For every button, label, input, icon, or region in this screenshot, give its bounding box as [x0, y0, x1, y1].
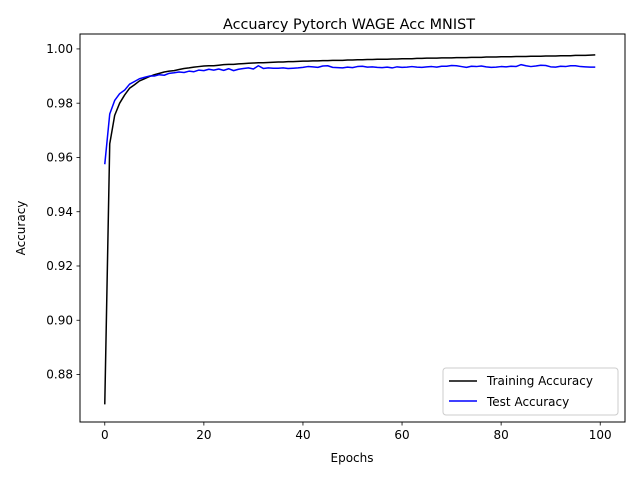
series-line-training-accuracy — [104, 54, 596, 405]
plot-frame — [79, 33, 626, 423]
y-tick-label: 0.94 — [46, 205, 73, 219]
y-tick-label: 1.00 — [46, 42, 73, 56]
legend-label-test: Test Accuracy — [486, 395, 569, 409]
legend: Training Accuracy Test Accuracy — [442, 367, 619, 416]
legend-label-training: Training Accuracy — [486, 374, 593, 388]
y-axis-label: Accuracy — [14, 201, 28, 256]
y-axis-ticks: 0.88 0.90 0.92 0.94 0.96 0.98 1.00 — [46, 42, 80, 382]
x-tick-label: 80 — [493, 428, 508, 442]
x-tick-label: 60 — [394, 428, 409, 442]
y-tick-label: 0.90 — [46, 313, 73, 327]
y-tick-label: 0.92 — [46, 259, 73, 273]
y-tick-label: 0.96 — [46, 151, 73, 165]
plot-series — [104, 54, 596, 405]
series-line-test-accuracy — [104, 63, 596, 165]
chart-title: Accuarcy Pytorch WAGE Acc MNIST — [223, 17, 475, 33]
y-tick-label: 0.98 — [46, 96, 73, 110]
x-axis-label: Epochs — [331, 451, 374, 465]
y-tick-label: 0.88 — [46, 368, 73, 382]
legend-box — [442, 367, 619, 416]
x-tick-label: 0 — [101, 428, 109, 442]
x-axis-ticks: 0 20 40 60 80 100 — [101, 422, 612, 442]
x-tick-label: 100 — [589, 428, 612, 442]
x-tick-label: 40 — [295, 428, 310, 442]
x-tick-label: 20 — [196, 428, 211, 442]
